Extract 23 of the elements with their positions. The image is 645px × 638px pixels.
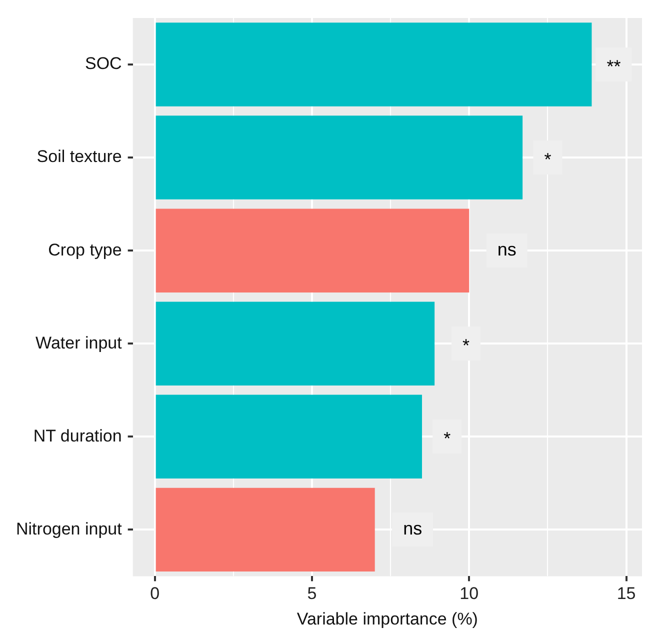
annotation: ns [403, 518, 422, 539]
bar [156, 22, 592, 106]
annotation: * [462, 336, 470, 356]
x-tick-label: 5 [307, 584, 317, 604]
x-tick-label: 15 [616, 584, 636, 604]
annotation: * [444, 428, 451, 449]
bar [156, 488, 375, 572]
annotation: * [544, 150, 552, 170]
x-tick-label: 10 [460, 584, 479, 604]
y-tick-label: Nitrogen input [16, 519, 122, 538]
y-tick-label: NT duration [33, 426, 122, 446]
bar [156, 394, 422, 479]
bar [156, 208, 470, 292]
y-tick-label: Crop type [48, 240, 122, 260]
y-tick-label: Water input [36, 333, 122, 352]
bar [156, 302, 435, 386]
x-axis-title: Variable importance (%) [296, 609, 478, 628]
y-tick-label: SOC [85, 54, 122, 74]
y-tick-label: Soil texture [36, 147, 122, 166]
annotation: ns [497, 240, 516, 260]
x-tick-label: 0 [150, 584, 160, 604]
annotation: ** [606, 56, 621, 76]
bar [156, 116, 523, 200]
